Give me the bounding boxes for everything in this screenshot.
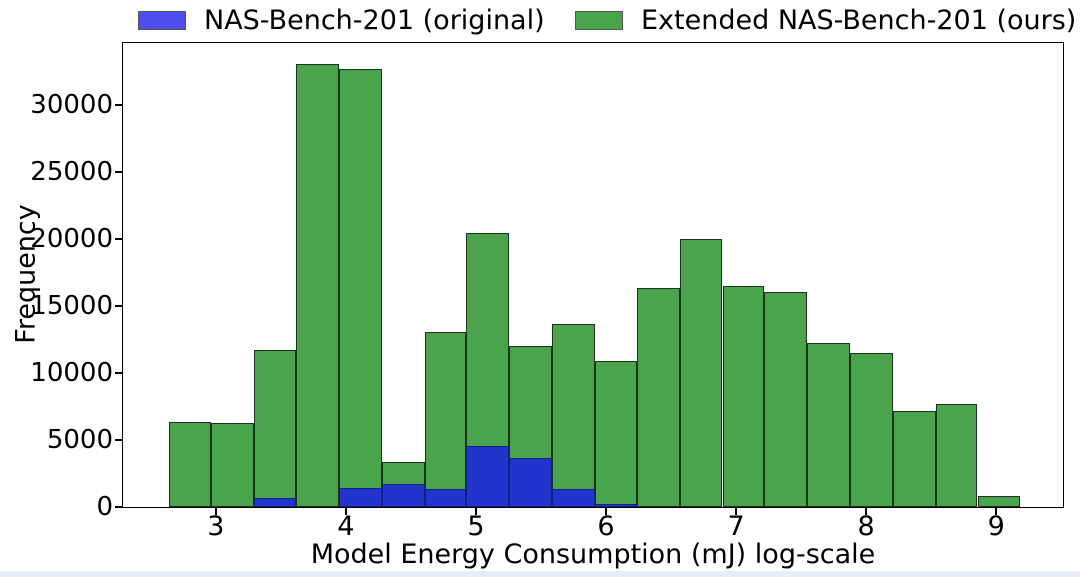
x-axis-label: Model Energy Consumption (mJ) log-scale	[310, 539, 876, 570]
histogram-bar-extended	[338, 68, 382, 507]
legend-label-original: NAS-Bench-201 (original)	[204, 4, 545, 36]
y-tick-mark	[114, 505, 123, 508]
histogram-bar-original	[552, 488, 596, 507]
legend-item-original: NAS-Bench-201 (original)	[138, 4, 545, 36]
y-tick-label: 0	[96, 491, 113, 522]
x-tick-mark	[605, 506, 607, 515]
x-tick-label: 5	[467, 511, 485, 542]
histogram-bar-original	[466, 446, 510, 507]
histogram-bar-extended	[595, 360, 637, 507]
histogram-bar-original	[254, 497, 296, 507]
x-tick-mark	[865, 506, 868, 515]
legend-swatch-original	[138, 10, 186, 30]
plot-area	[122, 42, 1064, 508]
histogram-bar-extended	[850, 353, 893, 507]
x-tick-label: 7	[727, 511, 745, 542]
x-tick-label: 4	[337, 511, 355, 542]
histogram-bar-original	[381, 484, 425, 507]
legend-item-extended: Extended NAS-Bench-201 (ours)	[575, 4, 1077, 36]
x-tick-mark	[475, 506, 477, 515]
histogram-bar-original	[509, 458, 553, 507]
histogram-bar-extended	[636, 287, 680, 507]
y-tick-mark	[114, 237, 123, 240]
histogram-bar-extended	[254, 350, 296, 507]
histogram-bar-original	[595, 503, 637, 507]
bottom-edge-strip	[0, 571, 1080, 577]
histogram-bar-original	[424, 488, 467, 507]
y-tick-label: 20000	[30, 223, 113, 254]
histogram-bar-extended	[296, 64, 339, 507]
y-tick-label: 5000	[46, 424, 113, 455]
x-tick-label: 6	[597, 511, 615, 542]
histogram-bar-extended	[764, 291, 808, 507]
y-tick-mark	[114, 371, 123, 374]
y-tick-mark	[114, 438, 123, 441]
histogram-bar-extended	[722, 286, 765, 507]
y-tick-label: 10000	[30, 357, 113, 388]
y-tick-label: 15000	[30, 290, 113, 321]
y-tick-label: 30000	[30, 90, 113, 121]
histogram-bar-extended	[807, 343, 850, 507]
x-tick-mark	[995, 506, 998, 515]
histogram-bar-extended	[424, 332, 467, 507]
y-tick-label: 25000	[30, 157, 113, 187]
bars-layer	[123, 43, 1063, 507]
x-tick-label: 3	[207, 511, 225, 542]
histogram-bar-extended	[935, 404, 978, 507]
x-tick-label: 9	[987, 511, 1005, 542]
histogram-bar-extended	[892, 411, 936, 507]
x-tick-mark	[344, 506, 347, 515]
histogram-bar-extended	[679, 238, 723, 507]
histogram-bar-extended	[168, 422, 212, 507]
histogram-bar-extended	[211, 423, 255, 507]
x-tick-mark	[214, 506, 217, 515]
y-axis-label: Frequency	[10, 204, 42, 344]
histogram-bar-extended	[552, 323, 596, 507]
legend-label-extended: Extended NAS-Bench-201 (ours)	[641, 4, 1077, 36]
y-tick-mark	[114, 304, 123, 307]
x-tick-mark	[735, 506, 738, 515]
y-tick-mark	[114, 171, 123, 173]
histogram-bar-extended	[977, 495, 1021, 507]
x-tick-label: 8	[857, 511, 875, 542]
y-tick-mark	[114, 104, 123, 107]
histogram-bar-original	[338, 488, 382, 507]
legend-swatch-extended	[575, 10, 623, 30]
